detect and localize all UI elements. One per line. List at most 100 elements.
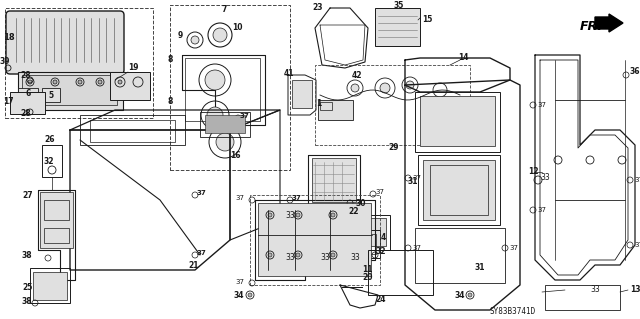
FancyBboxPatch shape: [6, 11, 124, 74]
Bar: [44, 228, 69, 243]
Text: 28: 28: [20, 108, 31, 117]
Text: 34: 34: [234, 291, 244, 300]
Text: 12: 12: [528, 167, 538, 176]
Text: 37: 37: [412, 175, 421, 181]
Circle shape: [268, 253, 272, 257]
Circle shape: [248, 293, 252, 297]
Bar: [33, 272, 67, 300]
Bar: [415, 92, 500, 152]
Bar: [368, 250, 433, 295]
Bar: [185, 58, 260, 121]
Bar: [315, 65, 470, 145]
Text: 9: 9: [178, 31, 183, 40]
Text: 37: 37: [634, 177, 640, 183]
Bar: [352, 218, 386, 246]
Text: 6: 6: [26, 88, 31, 98]
Text: 37: 37: [537, 102, 546, 108]
Text: 16: 16: [230, 151, 241, 160]
Circle shape: [118, 80, 122, 84]
Text: SY83B3741D: SY83B3741D: [490, 308, 536, 316]
Bar: [346, 234, 376, 254]
FancyArrow shape: [595, 14, 623, 32]
Text: 37: 37: [509, 245, 518, 251]
Text: 41: 41: [284, 69, 294, 78]
Bar: [312, 158, 356, 202]
Bar: [42, 88, 60, 102]
Bar: [5, 8, 153, 118]
Text: 37: 37: [197, 250, 207, 256]
Circle shape: [28, 80, 32, 84]
Bar: [42, 145, 62, 177]
Text: 33: 33: [590, 286, 600, 294]
Bar: [320, 102, 332, 110]
Circle shape: [406, 81, 414, 89]
Circle shape: [213, 28, 227, 42]
Text: 39: 39: [0, 57, 10, 66]
Circle shape: [468, 293, 472, 297]
Circle shape: [268, 213, 272, 217]
Text: 24: 24: [375, 295, 385, 305]
Text: 31: 31: [408, 177, 419, 187]
Text: 33: 33: [320, 254, 330, 263]
Circle shape: [296, 253, 300, 257]
Text: 37: 37: [240, 113, 250, 119]
Text: 33: 33: [540, 174, 550, 182]
Text: 22: 22: [348, 207, 358, 217]
Text: 7: 7: [222, 5, 227, 14]
Text: 42: 42: [352, 70, 362, 79]
Bar: [342, 230, 380, 258]
Text: 21: 21: [188, 261, 198, 270]
Text: 37: 37: [292, 195, 301, 201]
Bar: [375, 8, 420, 46]
Text: 35: 35: [394, 2, 404, 11]
Text: 19: 19: [128, 63, 138, 72]
Bar: [318, 100, 353, 120]
Text: 13: 13: [630, 286, 640, 294]
Bar: [415, 228, 505, 283]
Text: 37: 37: [235, 195, 244, 201]
Text: 15: 15: [422, 16, 433, 25]
Text: 26: 26: [44, 136, 54, 145]
Text: 38: 38: [22, 250, 33, 259]
Circle shape: [207, 107, 223, 123]
Bar: [18, 88, 38, 103]
Text: 17: 17: [3, 97, 13, 106]
Bar: [258, 203, 371, 276]
Text: 28: 28: [20, 71, 31, 80]
Text: 37: 37: [537, 207, 546, 213]
Bar: [80, 115, 185, 145]
Text: 37: 37: [634, 242, 640, 248]
Text: 20: 20: [362, 273, 372, 283]
Text: 8: 8: [167, 56, 172, 64]
Circle shape: [380, 83, 390, 93]
Circle shape: [296, 213, 300, 217]
Text: 1: 1: [316, 99, 321, 108]
Text: 11: 11: [362, 265, 372, 275]
Bar: [423, 160, 495, 220]
Text: 37: 37: [375, 189, 384, 195]
Bar: [420, 96, 495, 146]
Bar: [200, 112, 250, 137]
Bar: [170, 5, 290, 170]
Bar: [18, 72, 123, 110]
Text: 34: 34: [455, 291, 465, 300]
Text: 30: 30: [356, 198, 367, 207]
Circle shape: [205, 70, 225, 90]
Text: FR.: FR.: [580, 19, 603, 33]
Circle shape: [331, 213, 335, 217]
Text: 33: 33: [285, 211, 295, 219]
Text: 32: 32: [376, 248, 387, 256]
Text: 37: 37: [197, 190, 207, 196]
Text: 25: 25: [22, 284, 33, 293]
Text: 37: 37: [412, 245, 421, 251]
Bar: [90, 120, 175, 142]
Circle shape: [78, 80, 82, 84]
Circle shape: [331, 253, 335, 257]
Circle shape: [98, 80, 102, 84]
Text: 23: 23: [312, 4, 323, 12]
Bar: [22, 75, 117, 105]
Text: 27: 27: [22, 190, 33, 199]
Circle shape: [53, 80, 57, 84]
Circle shape: [351, 84, 359, 92]
Bar: [430, 165, 488, 215]
